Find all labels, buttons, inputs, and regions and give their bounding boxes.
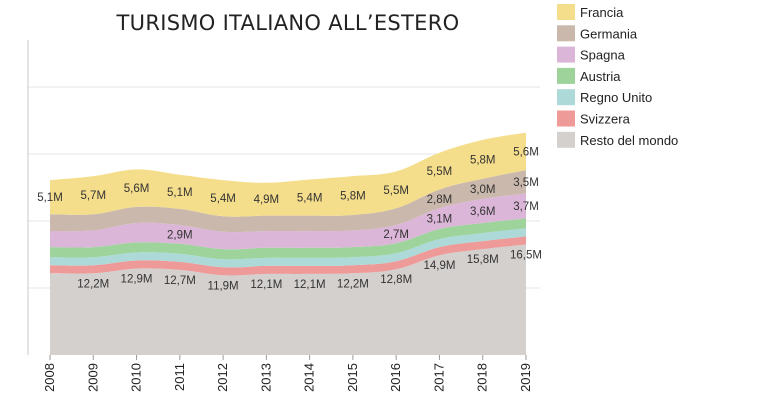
legend-swatch-regno-unito <box>557 89 575 106</box>
data-label-resto-del-mondo-2015: 12,2M <box>337 278 369 290</box>
x-tick-label-2018: 2018 <box>475 363 490 392</box>
legend-swatch-francia <box>557 4 575 20</box>
data-label-francia-2014: 5,4M <box>297 193 323 205</box>
data-label-francia-2015: 5,8M <box>340 191 366 203</box>
data-label-spagna-2011: 2,9M <box>167 229 193 241</box>
data-label-resto-del-mondo-2011: 12,7M <box>164 275 196 287</box>
data-label-resto-del-mondo-2016: 12,8M <box>380 274 412 286</box>
area-spagna <box>50 193 526 250</box>
data-label-resto-del-mondo-2013: 12,1M <box>250 279 282 291</box>
data-label-francia-2013: 4,9M <box>254 194 280 206</box>
area-germania <box>50 170 526 233</box>
legend-label-svizzera: Svizzera <box>580 112 631 127</box>
x-tick-label-2010: 2010 <box>129 363 144 392</box>
area-series <box>50 132 526 355</box>
data-label-francia-2016: 5,5M <box>383 185 409 197</box>
data-label-resto-del-mondo-2010: 12,9M <box>121 274 153 286</box>
data-label-francia-2011: 5,1M <box>167 187 193 199</box>
legend-swatch-resto-del-mondo <box>557 131 575 148</box>
x-tick-label-2009: 2009 <box>85 363 100 392</box>
x-tick-label-2013: 2013 <box>258 363 273 392</box>
data-label-resto-del-mondo-2009: 12,2M <box>77 278 109 290</box>
data-label-francia-2012: 5,4M <box>210 193 236 205</box>
legend-label-austria: Austria <box>580 69 621 84</box>
legend-label-spagna: Spagna <box>580 48 626 63</box>
area-austria <box>50 218 526 260</box>
area-svizzera <box>50 236 526 276</box>
data-label-spagna-2019: 3,7M <box>513 201 539 213</box>
data-label-francia-2018: 5,8M <box>470 154 496 166</box>
area-resto-del-mondo <box>50 244 526 355</box>
data-label-spagna-2017: 3,1M <box>427 214 453 226</box>
data-label-resto-del-mondo-2012: 11,9M <box>208 280 239 292</box>
data-label-germania-2017: 2,8M <box>427 194 453 206</box>
x-tick-label-2011: 2011 <box>172 363 187 391</box>
x-tick-label-2014: 2014 <box>302 363 317 392</box>
data-label-francia-2010: 5,6M <box>124 183 150 195</box>
x-axis: 2008 2009 2010 2011 2012 2013 2014 2015 2016 2017… <box>42 355 533 392</box>
x-tick-label-2015: 2015 <box>345 363 360 392</box>
data-label-resto-del-mondo-2018: 15,8M <box>467 254 499 266</box>
data-labels: 12,2M 12,9M 12,7M 11,9M 12,1M 12,1M 12,2M 12,8M… <box>37 146 542 292</box>
data-label-francia-2009: 5,7M <box>80 190 106 202</box>
data-label-germania-2019: 3,5M <box>513 177 539 189</box>
x-tick-label-2019: 2019 <box>518 363 533 392</box>
area-francia <box>50 132 526 217</box>
data-label-spagna-2018: 3,6M <box>470 206 496 218</box>
legend-swatch-austria <box>557 67 575 84</box>
legend-label-resto-del-mondo: Resto del mondo <box>580 133 678 148</box>
legend-label-regno-unito: Regno Unito <box>580 90 652 105</box>
data-label-francia-2008: 5,1M <box>37 192 63 204</box>
x-tick-label-2016: 2016 <box>388 363 403 392</box>
data-label-resto-del-mondo-2019: 16,5M <box>510 249 542 261</box>
data-label-resto-del-mondo-2014: 12,1M <box>294 279 326 291</box>
data-label-francia-2019: 5,6M <box>513 146 539 158</box>
legend: Francia Germania Spagna Austria Regno Unito S… <box>557 4 678 148</box>
data-label-spagna-2016: 2,7M <box>383 229 409 241</box>
legend-swatch-spagna <box>557 46 575 63</box>
x-tick-label-2017: 2017 <box>431 363 446 392</box>
data-label-francia-2017: 5,5M <box>427 166 453 178</box>
chart-title: TURISMO ITALIANO ALL’ESTERO <box>116 11 460 35</box>
legend-swatch-svizzera <box>557 110 575 127</box>
legend-label-francia: Francia <box>580 5 624 20</box>
x-tick-label-2012: 2012 <box>215 363 230 392</box>
area-regno-unito <box>50 228 526 268</box>
data-label-germania-2018: 3,0M <box>470 184 496 196</box>
legend-swatch-germania <box>557 25 575 42</box>
data-label-resto-del-mondo-2017: 14,9M <box>423 260 455 272</box>
x-tick-label-2008: 2008 <box>42 363 57 392</box>
legend-label-germania: Germania <box>580 26 638 41</box>
